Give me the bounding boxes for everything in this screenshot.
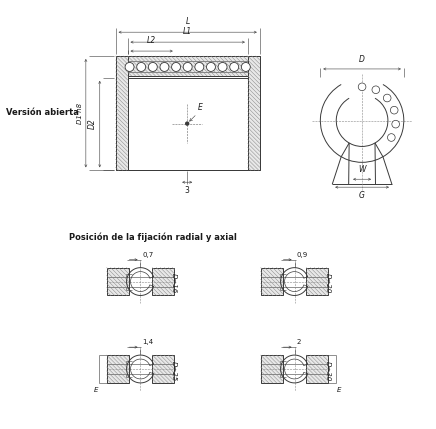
Circle shape [218, 63, 227, 72]
Bar [261, 268, 283, 296]
Bar [107, 268, 129, 296]
Circle shape [172, 63, 181, 72]
Bar [128, 56, 248, 76]
Text: L1: L1 [183, 27, 192, 36]
Text: 0,9: 0,9 [296, 252, 308, 258]
Bar [153, 268, 174, 296]
Text: L2: L2 [147, 36, 156, 45]
Bar [116, 56, 128, 170]
Bar [307, 355, 328, 383]
Bar [307, 268, 328, 296]
Text: Versión abierta: Versión abierta [7, 108, 79, 117]
Text: G: G [359, 191, 365, 200]
Bar [107, 355, 129, 383]
Circle shape [195, 63, 204, 72]
Text: D2: D2 [88, 119, 97, 130]
Bar [153, 355, 174, 383]
Text: D: D [359, 55, 365, 64]
Circle shape [383, 94, 391, 102]
Text: E: E [94, 387, 98, 393]
Circle shape [242, 63, 250, 72]
Circle shape [186, 122, 189, 125]
Circle shape [160, 63, 169, 72]
Text: D=30: D=30 [325, 361, 331, 381]
Text: 1,4: 1,4 [143, 339, 153, 345]
Circle shape [207, 63, 215, 72]
Text: D=16: D=16 [171, 273, 177, 294]
Text: 0,7: 0,7 [143, 252, 154, 258]
Circle shape [390, 106, 398, 114]
Bar [261, 355, 283, 383]
Circle shape [148, 63, 157, 72]
Circle shape [388, 134, 395, 141]
Bar [248, 56, 260, 170]
Circle shape [358, 83, 366, 91]
Text: L: L [186, 17, 190, 26]
Text: W: W [358, 165, 366, 174]
Circle shape [230, 63, 238, 72]
Text: 3: 3 [185, 186, 190, 195]
Text: D=25: D=25 [171, 361, 177, 381]
Circle shape [372, 86, 380, 94]
Text: E: E [337, 387, 341, 393]
Text: 2: 2 [296, 339, 301, 345]
Text: E: E [198, 103, 203, 112]
Circle shape [392, 120, 399, 128]
Text: D1 h8: D1 h8 [77, 103, 83, 124]
Circle shape [137, 63, 146, 72]
Circle shape [183, 63, 192, 72]
Circle shape [125, 63, 134, 72]
Text: D=20: D=20 [325, 273, 331, 294]
Text: Posición de la fijación radial y axial: Posición de la fijación radial y axial [69, 233, 237, 242]
